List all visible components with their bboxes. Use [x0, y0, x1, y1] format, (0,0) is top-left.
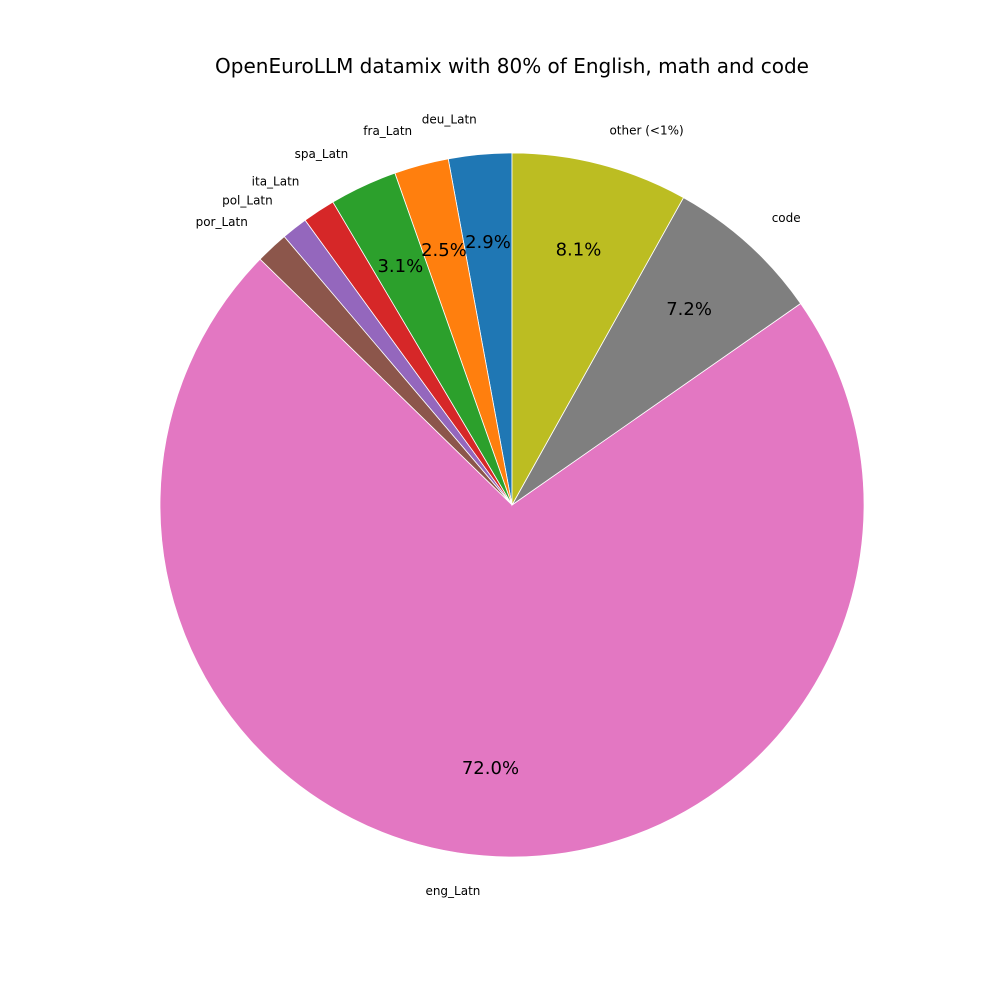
- slice-labels: deu_Latn fra_Latn spa_Latn ita_Latn pol_Latn…: [196, 112, 801, 898]
- slice-label: code: [772, 211, 801, 225]
- pie-slice-eng-latn: [159, 258, 865, 858]
- slice-percent: 7.2%: [666, 299, 712, 320]
- chart-title: OpenEuroLLM datamix with 80% of English,…: [215, 54, 809, 78]
- slice-label: ita_Latn: [252, 174, 300, 188]
- pie-slices: [159, 152, 865, 858]
- slice-percent: 3.1%: [377, 256, 423, 277]
- slice-percent: 8.1%: [556, 240, 602, 261]
- pie-slice-other-1-: [511, 152, 685, 507]
- slice-percent-labels: 2.9%2.5%3.1% 72.0% 7.2% 8.1%: [377, 232, 711, 779]
- slice-label: fra_Latn: [363, 124, 412, 138]
- slice-percent: 72.0%: [462, 758, 519, 779]
- slice-label: por_Latn: [196, 215, 248, 229]
- slice-label: eng_Latn: [425, 884, 480, 898]
- slice-label: pol_Latn: [222, 194, 273, 208]
- slice-percent: 2.5%: [421, 240, 467, 261]
- slice-label: deu_Latn: [422, 112, 477, 126]
- slice-label: spa_Latn: [295, 147, 349, 161]
- pie-slice-code: [511, 197, 802, 506]
- slice-label: other (<1%): [609, 123, 683, 137]
- slice-percent: 2.9%: [465, 232, 511, 253]
